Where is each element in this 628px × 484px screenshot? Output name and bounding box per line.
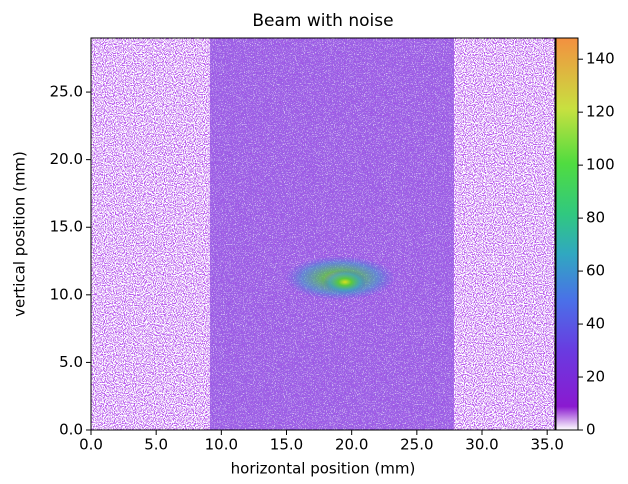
x-tick-label: 15.0 bbox=[270, 436, 303, 454]
colorbar-tick-label: 60 bbox=[586, 262, 605, 280]
y-tick-label: 20.0 bbox=[50, 150, 83, 168]
colorbar-tick-label: 0 bbox=[586, 421, 596, 439]
x-tick-label: 30.0 bbox=[465, 436, 498, 454]
y-tick-label: 5.0 bbox=[59, 353, 83, 371]
plot-frame bbox=[90, 37, 556, 431]
x-tick-label: 20.0 bbox=[335, 436, 368, 454]
chart-title: Beam with noise bbox=[252, 11, 393, 31]
colorbar-tick-label: 80 bbox=[586, 209, 605, 227]
y-tick-label: 10.0 bbox=[50, 285, 83, 303]
colorbar-tick-label: 40 bbox=[586, 315, 605, 333]
colorbar-tick-label: 140 bbox=[586, 50, 615, 68]
colorbar bbox=[555, 37, 579, 431]
y-tick-label: 0.0 bbox=[59, 421, 83, 439]
colorbar-tick-label: 100 bbox=[586, 156, 615, 174]
colorbar-tick-label: 20 bbox=[586, 368, 605, 386]
x-tick-label: 5.0 bbox=[144, 436, 168, 454]
heatmap-image bbox=[91, 38, 555, 430]
y-axis-label: vertical position (mm) bbox=[11, 151, 29, 317]
x-tick-label: 10.0 bbox=[205, 436, 238, 454]
y-tick-label: 25.0 bbox=[50, 83, 83, 101]
x-tick-label: 25.0 bbox=[400, 436, 433, 454]
colorbar-tick-label: 120 bbox=[586, 103, 615, 121]
x-axis-label: horizontal position (mm) bbox=[231, 460, 416, 478]
x-tick-label: 0.0 bbox=[79, 436, 103, 454]
x-tick-label: 35.0 bbox=[530, 436, 563, 454]
y-tick-label: 15.0 bbox=[50, 218, 83, 236]
